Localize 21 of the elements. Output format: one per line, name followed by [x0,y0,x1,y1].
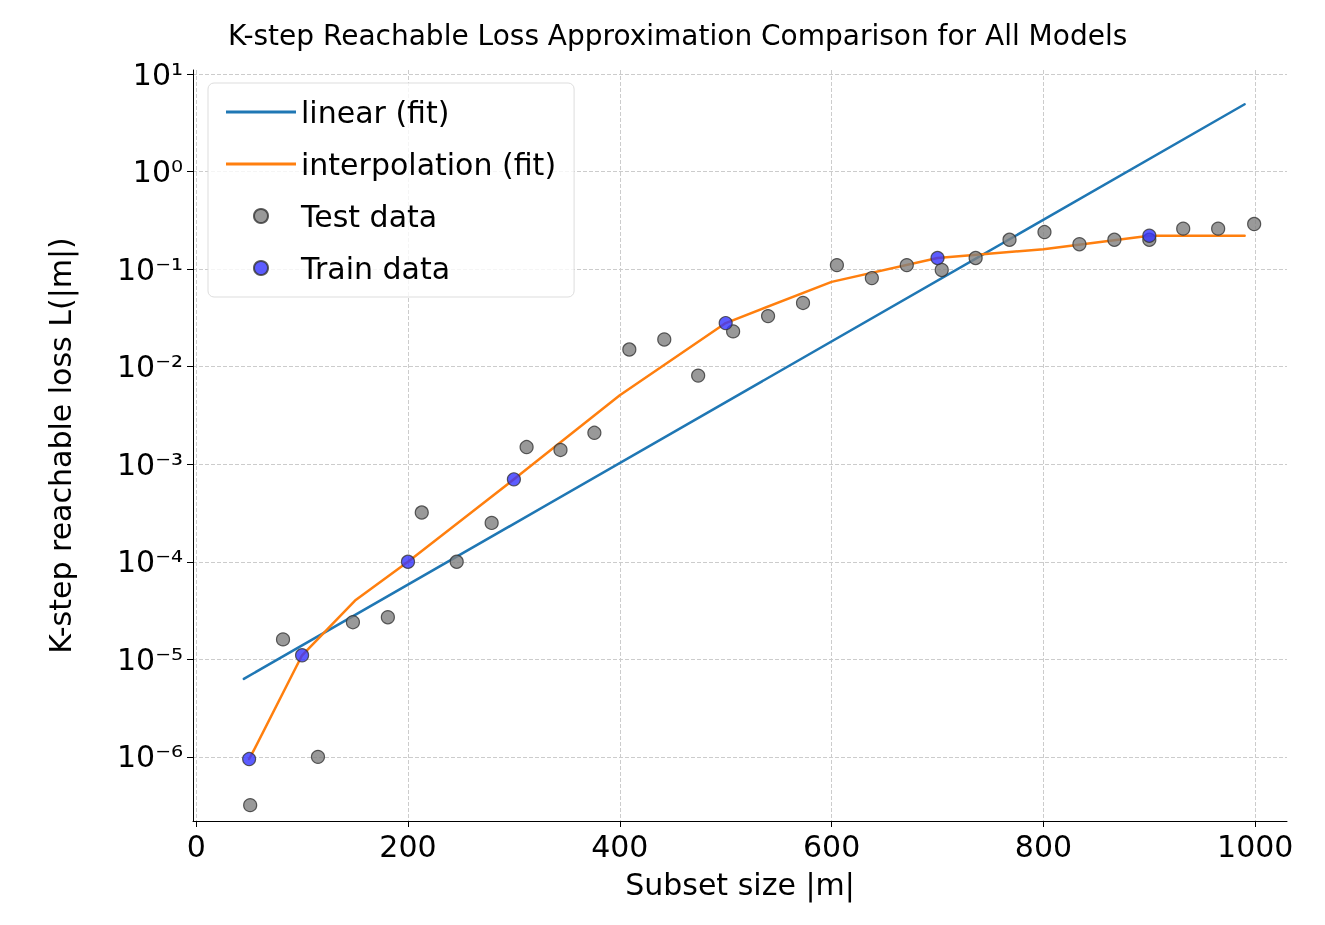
y-tick-label: 10⁻³ [116,446,183,482]
x-tick-label: 400 [591,828,649,864]
x-tick-label: 1000 [1217,828,1294,864]
chart-title: K-step Reachable Loss Approximation Comparison for All Models [228,18,1128,52]
y-tick-label: 10⁻⁶ [116,739,183,775]
x-tick-label: 600 [802,828,861,864]
legend-label: Test data [300,198,438,234]
y-tick-label: 10⁻⁴ [116,544,183,580]
x-tick-label: 200 [379,828,437,864]
y-axis-title: K-step reachable loss L(|m|) [42,237,79,654]
y-tick-label: 10⁰ [132,154,183,190]
x-axis-title: Subset size |m| [625,866,855,903]
legend-label: linear (fit) [301,94,450,130]
y-tick-label: 10⁻² [116,349,183,385]
legend-label: Train data [300,250,451,286]
y-tick-label: 10⁻¹ [116,251,183,287]
y-tick-label: 10¹ [132,56,183,92]
x-tick-label: 0 [186,828,206,864]
y-tick-label: 10⁻⁵ [116,641,183,677]
legend-label: interpolation (fit) [301,146,557,182]
x-tick-label: 800 [1014,828,1073,864]
